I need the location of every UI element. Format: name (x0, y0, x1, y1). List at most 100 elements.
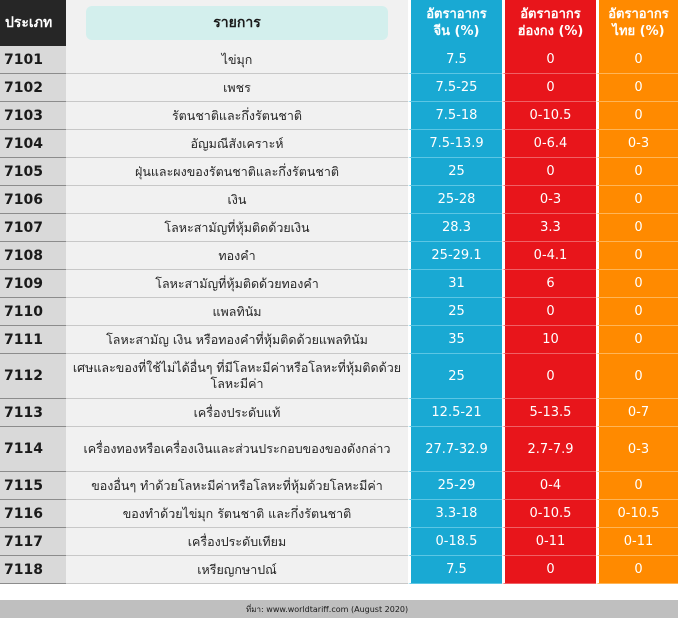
china-rate: 0-18.5 (408, 528, 502, 556)
thailand-rate: 0-7 (596, 399, 678, 427)
thailand-rate: 0-3 (596, 130, 678, 158)
hs-code: 7115 (0, 472, 66, 500)
table-row: 7105 ฝุ่นและผงของรัตนชาติและกึ่งรัตนชาติ… (0, 158, 678, 186)
china-rate: 28.3 (408, 214, 502, 242)
item-name: ของอื่นๆ ทำด้วยโลหะมีค่าหรือโลหะที่หุ้มด… (66, 472, 408, 500)
hongkong-rate: 10 (502, 326, 596, 354)
hongkong-rate: 5-13.5 (502, 399, 596, 427)
item-name: โลหะสามัญที่หุ้มติดด้วยทองคำ (66, 270, 408, 298)
header-china-rate: อัตราอากร จีน (%) (408, 0, 502, 46)
table-row: 7103 รัตนชาติและกึ่งรัตนชาติ 7.5-18 0-10… (0, 102, 678, 130)
item-name: ของทำด้วยไข่มุก รัตนชาติ และกึ่งรัตนชาติ (66, 500, 408, 528)
header-name-cell: รายการ (66, 0, 408, 46)
china-rate: 7.5-18 (408, 102, 502, 130)
thailand-rate: 0 (596, 242, 678, 270)
item-name: เครื่องประดับแท้ (66, 399, 408, 427)
china-rate: 25 (408, 298, 502, 326)
item-name: เงิน (66, 186, 408, 214)
hongkong-rate: 0 (502, 556, 596, 584)
hs-code: 7104 (0, 130, 66, 158)
china-rate: 7.5 (408, 46, 502, 74)
hs-code: 7108 (0, 242, 66, 270)
hongkong-rate: 0-3 (502, 186, 596, 214)
header-name: รายการ (86, 6, 388, 40)
china-rate: 7.5-25 (408, 74, 502, 102)
table-row: 7112 เศษและของที่ใช้ไม่ได้อื่นๆ ที่มีโลห… (0, 354, 678, 399)
footer-bar: ที่มา: www.worldtariff.com (August 2020) (0, 600, 678, 618)
hongkong-rate: 0 (502, 354, 596, 399)
hs-code: 7116 (0, 500, 66, 528)
hongkong-rate: 0 (502, 46, 596, 74)
header-thailand-rate: อัตราอากร ไทย (%) (596, 0, 678, 46)
item-name: ไข่มุก (66, 46, 408, 74)
hongkong-rate: 0 (502, 158, 596, 186)
thailand-rate: 0 (596, 354, 678, 399)
hongkong-rate: 0-6.4 (502, 130, 596, 158)
table-row: 7109 โลหะสามัญที่หุ้มติดด้วยทองคำ 31 6 0 (0, 270, 678, 298)
thailand-rate: 0 (596, 214, 678, 242)
thailand-rate: 0 (596, 556, 678, 584)
thailand-rate: 0 (596, 298, 678, 326)
item-name: ฝุ่นและผงของรัตนชาติและกึ่งรัตนชาติ (66, 158, 408, 186)
hs-code: 7109 (0, 270, 66, 298)
china-rate: 7.5 (408, 556, 502, 584)
table-body: 7101 ไข่มุก 7.5 0 0 7102 เพชร 7.5-25 0 0… (0, 46, 678, 584)
hongkong-rate: 6 (502, 270, 596, 298)
china-rate: 25-29.1 (408, 242, 502, 270)
thailand-rate: 0-10.5 (596, 500, 678, 528)
hs-code: 7118 (0, 556, 66, 584)
china-rate: 7.5-13.9 (408, 130, 502, 158)
thailand-rate: 0 (596, 46, 678, 74)
table-row: 7111 โลหะสามัญ เงิน หรือทองคำที่หุ้มติดด… (0, 326, 678, 354)
thailand-rate: 0-11 (596, 528, 678, 556)
tariff-table: ประเภท รายการ อัตราอากร จีน (%) อัตราอาก… (0, 0, 678, 584)
table-row: 7118 เหรียญกษาปณ์ 7.5 0 0 (0, 556, 678, 584)
item-name: เหรียญกษาปณ์ (66, 556, 408, 584)
hs-code: 7103 (0, 102, 66, 130)
table-row: 7116 ของทำด้วยไข่มุก รัตนชาติ และกึ่งรัต… (0, 500, 678, 528)
china-rate: 25-29 (408, 472, 502, 500)
item-name: แพลทินัม (66, 298, 408, 326)
hs-code: 7114 (0, 427, 66, 472)
hs-code: 7110 (0, 298, 66, 326)
china-rate: 27.7-32.9 (408, 427, 502, 472)
table-row: 7108 ทองคำ 25-29.1 0-4.1 0 (0, 242, 678, 270)
thailand-rate: 0-3 (596, 427, 678, 472)
hongkong-rate: 3.3 (502, 214, 596, 242)
china-rate: 25 (408, 158, 502, 186)
thailand-rate: 0 (596, 158, 678, 186)
item-name: โลหะสามัญที่หุ้มติดด้วยเงิน (66, 214, 408, 242)
hs-code: 7112 (0, 354, 66, 399)
thailand-rate: 0 (596, 326, 678, 354)
thailand-rate: 0 (596, 472, 678, 500)
item-name: เครื่องประดับเทียม (66, 528, 408, 556)
table-row: 7113 เครื่องประดับแท้ 12.5-21 5-13.5 0-7 (0, 399, 678, 427)
hongkong-rate: 0-11 (502, 528, 596, 556)
header-hongkong-rate: อัตราอากร ฮ่องกง (%) (502, 0, 596, 46)
hs-code: 7111 (0, 326, 66, 354)
table-row: 7110 แพลทินัม 25 0 0 (0, 298, 678, 326)
item-name: ทองคำ (66, 242, 408, 270)
hs-code: 7117 (0, 528, 66, 556)
hs-code: 7106 (0, 186, 66, 214)
hs-code: 7105 (0, 158, 66, 186)
item-name: อัญมณีสังเคราะห์ (66, 130, 408, 158)
table-row: 7114 เครื่องทองหรือเครื่องเงินและส่วนประ… (0, 427, 678, 472)
hongkong-rate: 0-10.5 (502, 102, 596, 130)
table-row: 7107 โลหะสามัญที่หุ้มติดด้วยเงิน 28.3 3.… (0, 214, 678, 242)
table-row: 7115 ของอื่นๆ ทำด้วยโลหะมีค่าหรือโลหะที่… (0, 472, 678, 500)
hs-code: 7107 (0, 214, 66, 242)
source-note: ที่มา: www.worldtariff.com (August 2020) (246, 605, 409, 614)
table-header: ประเภท รายการ อัตราอากร จีน (%) อัตราอาก… (0, 0, 678, 46)
hongkong-rate: 2.7-7.9 (502, 427, 596, 472)
china-rate: 25-28 (408, 186, 502, 214)
china-rate: 12.5-21 (408, 399, 502, 427)
thailand-rate: 0 (596, 74, 678, 102)
china-rate: 35 (408, 326, 502, 354)
hongkong-rate: 0 (502, 298, 596, 326)
item-name: โลหะสามัญ เงิน หรือทองคำที่หุ้มติดด้วยแพ… (66, 326, 408, 354)
hongkong-rate: 0 (502, 74, 596, 102)
item-name: รัตนชาติและกึ่งรัตนชาติ (66, 102, 408, 130)
china-rate: 3.3-18 (408, 500, 502, 528)
